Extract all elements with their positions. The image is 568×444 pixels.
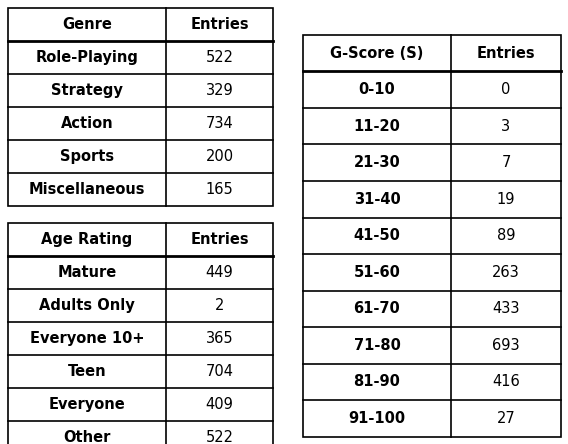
Text: 51-60: 51-60 [353, 265, 400, 280]
Text: Adults Only: Adults Only [39, 298, 135, 313]
Text: 200: 200 [206, 149, 233, 164]
Text: 522: 522 [206, 50, 233, 65]
Text: 91-100: 91-100 [348, 411, 406, 426]
Bar [8, 8, 273, 206]
Text: 27: 27 [496, 411, 515, 426]
Bar [303, 35, 561, 436]
Text: 693: 693 [492, 338, 520, 353]
Text: 0-10: 0-10 [358, 82, 395, 97]
Text: 449: 449 [206, 265, 233, 280]
Text: 522: 522 [206, 430, 233, 444]
Text: Miscellaneous: Miscellaneous [29, 182, 145, 197]
Text: 7: 7 [502, 155, 511, 170]
Text: 89: 89 [497, 228, 515, 243]
Text: Entries: Entries [190, 17, 249, 32]
Text: Action: Action [61, 116, 113, 131]
Text: Everyone 10+: Everyone 10+ [30, 331, 144, 346]
Text: Sports: Sports [60, 149, 114, 164]
Text: 0: 0 [502, 82, 511, 97]
Text: 11-20: 11-20 [353, 119, 400, 134]
Text: 71-80: 71-80 [353, 338, 400, 353]
Text: Other: Other [63, 430, 111, 444]
Text: G-Score (S): G-Score (S) [331, 46, 424, 61]
Text: 365: 365 [206, 331, 233, 346]
Text: 61-70: 61-70 [354, 301, 400, 316]
Text: 41-50: 41-50 [353, 228, 400, 243]
Text: 31-40: 31-40 [354, 192, 400, 207]
Text: 19: 19 [497, 192, 515, 207]
Text: 81-90: 81-90 [353, 374, 400, 389]
Text: Genre: Genre [62, 17, 112, 32]
Text: 3: 3 [502, 119, 511, 134]
Text: Mature: Mature [57, 265, 116, 280]
Text: 329: 329 [206, 83, 233, 98]
Text: Entries: Entries [190, 232, 249, 247]
Text: 409: 409 [206, 397, 233, 412]
Text: Teen: Teen [68, 364, 106, 379]
Text: 433: 433 [492, 301, 520, 316]
Text: Role-Playing: Role-Playing [36, 50, 139, 65]
Text: Age Rating: Age Rating [41, 232, 132, 247]
Text: 734: 734 [206, 116, 233, 131]
Bar [8, 223, 273, 444]
Text: Everyone: Everyone [49, 397, 126, 412]
Text: 704: 704 [206, 364, 233, 379]
Text: 21-30: 21-30 [354, 155, 400, 170]
Text: 2: 2 [215, 298, 224, 313]
Text: 263: 263 [492, 265, 520, 280]
Text: Entries: Entries [477, 46, 535, 61]
Text: 416: 416 [492, 374, 520, 389]
Text: Strategy: Strategy [51, 83, 123, 98]
Text: 165: 165 [206, 182, 233, 197]
